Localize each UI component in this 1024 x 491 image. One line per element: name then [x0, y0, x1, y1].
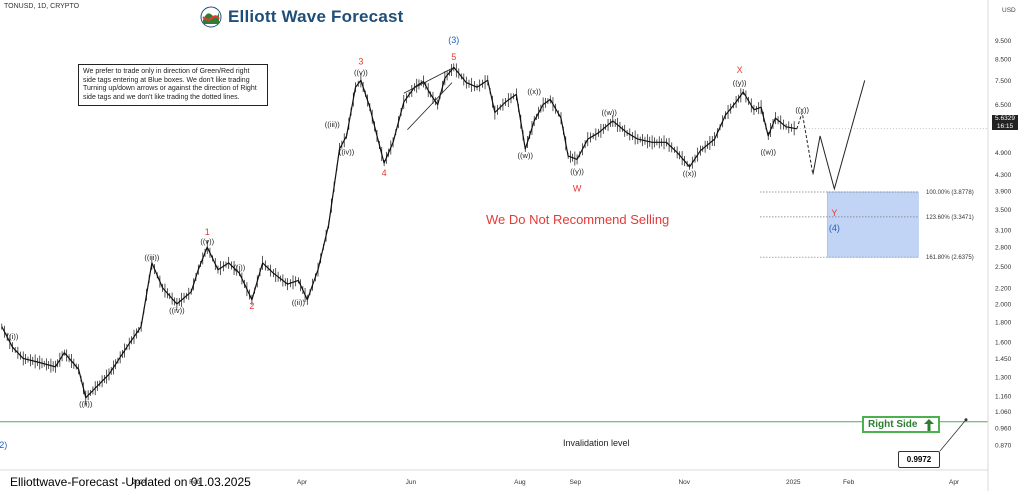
wave-label: ((x)): [683, 169, 697, 178]
x-tick-label: 2024: [132, 479, 147, 486]
y-tick-label: 2.800: [995, 245, 1012, 252]
projection-solid: [812, 80, 866, 191]
wave-label: 1: [205, 227, 210, 237]
x-tick-label: Feb: [189, 479, 201, 486]
x-tick-label: Jun: [406, 479, 417, 486]
wave-labels: (2)((i))((ii))((iii))((iv))1((v))((i))2(…: [0, 35, 840, 450]
wave-label: 3: [358, 56, 363, 66]
y-tick-label: 7.500: [995, 78, 1012, 85]
y-tick-label: 1.160: [995, 394, 1012, 401]
ticker-label: TONUSD, 1D, CRYPTO: [4, 3, 80, 10]
wave-label: ((v)): [354, 68, 368, 77]
wave-label: ((x)): [795, 105, 809, 114]
fib-levels: 100.00% (3.8778) 123.60% (3.3471) 161.80% …: [760, 190, 974, 261]
price-series: [1, 63, 988, 405]
wave-label: W: [573, 184, 582, 194]
chart-grid: [0, 418, 988, 452]
last-price-tag: 5.6329 16:15: [992, 115, 1018, 130]
wave-label: ((ii)): [79, 400, 93, 409]
wave-label: ((x)): [527, 87, 541, 96]
wave-label: ((w)): [602, 108, 618, 117]
y-tick-label: 1.060: [995, 409, 1012, 416]
wave-label: (4): [829, 223, 840, 233]
y-tick-label: 4.300: [995, 172, 1012, 179]
x-tick-label: Nov: [678, 479, 690, 486]
wave-label: ((iii)): [325, 120, 340, 129]
x-tick-label: Apr: [297, 479, 308, 486]
wave-label: ((iii)): [144, 253, 159, 262]
wave-label: ((w)): [518, 151, 534, 160]
last-price-value: 5.6329: [995, 115, 1015, 122]
blue-box: [826, 191, 919, 258]
channel-line: [407, 82, 453, 131]
y-tick-label: 0.960: [995, 426, 1012, 433]
wave-label: 5: [451, 52, 456, 62]
y-tick-label: 1.600: [995, 339, 1012, 346]
wave-label: Y: [831, 208, 837, 218]
y-tick-label: 8.500: [995, 57, 1012, 64]
y-tick-label: 3.900: [995, 188, 1012, 195]
y-tick-label: 3.500: [995, 207, 1012, 214]
invalidation-pointer: [939, 419, 967, 452]
projection-dotted: [796, 112, 814, 175]
wave-label: 4: [382, 168, 387, 178]
wave-label: (2): [0, 440, 7, 450]
x-tick-label: 2025: [786, 479, 801, 486]
wave-label: ((w)): [761, 148, 777, 157]
invalidation-label: Invalidation level: [563, 438, 630, 448]
fib-label: 123.60% (3.3471): [926, 215, 974, 221]
x-tick-label: Aug: [514, 479, 526, 486]
wave-label: ((ii)): [292, 298, 306, 307]
invalidation-value-box: 0.9972: [898, 451, 940, 468]
up-arrow-icon: [924, 418, 934, 431]
logo-text: Elliott Wave Forecast: [228, 7, 404, 26]
y-tick-label: 2.200: [995, 285, 1012, 292]
currency-label: USD: [1002, 7, 1016, 14]
wave-label: (3): [448, 35, 459, 45]
trading-note: We prefer to trade only in direction of …: [78, 64, 268, 107]
y-tick-label: 4.900: [995, 150, 1012, 157]
x-tick-label: Apr: [949, 479, 960, 486]
y-tick-label: 3.100: [995, 227, 1012, 234]
invalidation-dot: [964, 418, 968, 422]
fib-label: 161.80% (2.6375): [926, 255, 974, 261]
footer-text: Elliottwave-Forecast -Updated on 01.03.2…: [10, 475, 251, 489]
last-price-countdown: 16:15: [996, 122, 1014, 130]
logo: Elliott Wave Forecast: [200, 5, 404, 29]
logo-icon: [200, 6, 222, 28]
warning-text: We Do Not Recommend Selling: [486, 212, 670, 227]
right-side-tag: Right Side: [862, 416, 940, 433]
wave-label: 2: [249, 301, 254, 311]
y-tick-label: 9.500: [995, 38, 1012, 45]
right-side-label: Right Side: [868, 419, 918, 430]
y-tick-label: 1.450: [995, 356, 1012, 363]
y-tick-label: 2.000: [995, 302, 1012, 309]
wave-label: ((iv)): [169, 306, 185, 315]
y-tick-label: 0.870: [995, 442, 1012, 449]
wave-label: ((y)): [733, 78, 747, 87]
y-tick-label: 1.800: [995, 319, 1012, 326]
wave-label: ((i)): [7, 332, 19, 341]
wave-label: X: [737, 65, 743, 75]
x-tick-label: Sep: [570, 479, 582, 486]
y-tick-label: 2.500: [995, 264, 1012, 271]
channel-line: [403, 68, 453, 94]
y-tick-label: 1.300: [995, 374, 1012, 381]
wave-label: ((y)): [570, 167, 584, 176]
wave-label: ((i)): [234, 263, 246, 272]
wave-label: ((v)): [200, 237, 214, 246]
x-tick-label: Feb: [843, 479, 855, 486]
y-tick-label: 6.500: [995, 102, 1012, 109]
price-line: [1, 66, 797, 399]
wave-label: ((iv)): [339, 148, 355, 157]
fib-label: 100.00% (3.8778): [926, 190, 974, 196]
